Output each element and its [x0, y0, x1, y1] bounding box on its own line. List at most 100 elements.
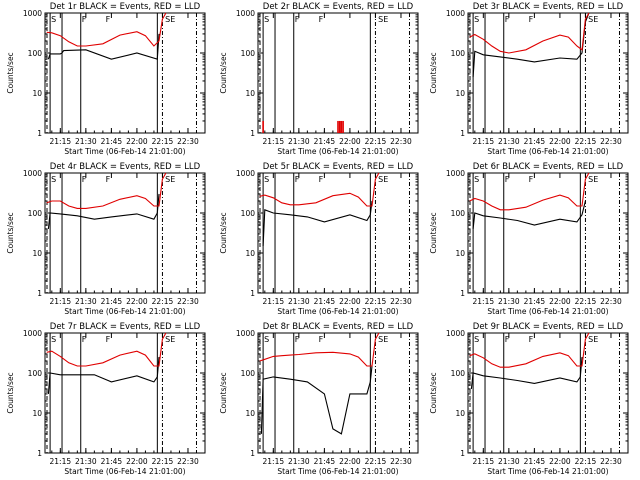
- y-tick-label: 10: [245, 409, 255, 418]
- x-tick-label: 21:45: [314, 457, 336, 466]
- x-tick-label: 22:15: [152, 297, 174, 306]
- y-tick-label: 1000: [446, 329, 465, 338]
- y-tick-label: 10: [245, 89, 255, 98]
- x-tick-label: 21:45: [314, 137, 336, 146]
- x-tick-label: 21:30: [288, 137, 310, 146]
- y-tick-label: 1: [460, 449, 465, 458]
- panel-det-3r: Det 3r BLACK = Events, RED = LLD 1 10 100 10…: [429, 2, 629, 156]
- x-tick-label: 21:15: [263, 137, 285, 146]
- x-tick-label: 21:15: [473, 297, 495, 306]
- lld-series-line: [46, 172, 167, 209]
- y-tick-label: 10: [32, 249, 42, 258]
- events-series-line: [260, 365, 373, 435]
- region-marker-s: S: [51, 335, 56, 344]
- events-series-line: [470, 357, 583, 389]
- region-marker-f: F: [505, 15, 510, 24]
- events-series-line: [47, 193, 160, 229]
- y-axis-label: Counts/sec: [6, 212, 15, 253]
- lld-series-line: [469, 172, 590, 211]
- lld-series-line: [469, 332, 590, 368]
- x-tick-label: 21:30: [498, 297, 520, 306]
- y-tick-label: 1000: [446, 169, 465, 178]
- y-axis-label: Counts/sec: [6, 52, 15, 93]
- x-tick-label: 22:00: [549, 297, 571, 306]
- lld-series-line: [259, 172, 380, 207]
- panel-det-5r: Det 5r BLACK = Events, RED = LLD 1 10 100 10…: [219, 162, 419, 316]
- lld-series-line: [46, 12, 167, 47]
- panel-title: Det 6r BLACK = Events, RED = LLD: [473, 162, 624, 172]
- panel-title: Det 3r BLACK = Events, RED = LLD: [473, 2, 624, 12]
- x-tick-label: 22:00: [339, 457, 361, 466]
- events-series-line: [472, 200, 586, 229]
- x-tick-label: 21:45: [101, 137, 123, 146]
- region-marker-f: F: [529, 175, 534, 184]
- panel-title: Det 7r BLACK = Events, RED = LLD: [50, 322, 201, 332]
- region-marker-f: F: [505, 175, 510, 184]
- x-axis-label: Start Time (06-Feb-14 21:01:00): [64, 467, 185, 476]
- events-series-line: [47, 357, 160, 394]
- x-tick-label: 21:45: [101, 457, 123, 466]
- region-marker-f: F: [529, 15, 534, 24]
- region-marker-f: F: [319, 175, 324, 184]
- y-tick-label: 100: [241, 369, 256, 378]
- x-tick-label: 21:45: [314, 297, 336, 306]
- x-tick-label: 22:30: [390, 457, 412, 466]
- x-tick-label: 22:30: [390, 297, 412, 306]
- plot-frame: [44, 172, 206, 294]
- y-tick-label: 100: [28, 369, 43, 378]
- x-tick-label: 21:15: [263, 297, 285, 306]
- y-tick-label: 10: [245, 249, 255, 258]
- plot-frame: [44, 12, 206, 134]
- events-series-line: [262, 200, 373, 247]
- y-axis-label: Counts/sec: [429, 372, 438, 413]
- panel-det-4r: Det 4r BLACK = Events, RED = LLD 1 10 100 10…: [6, 162, 206, 316]
- x-tick-label: 22:15: [365, 137, 387, 146]
- y-tick-label: 10: [32, 89, 42, 98]
- x-tick-label: 21:15: [50, 137, 72, 146]
- region-marker-s: S: [474, 175, 479, 184]
- region-marker-se: SE: [165, 335, 175, 344]
- y-tick-label: 1: [37, 449, 42, 458]
- y-tick-label: 10: [455, 249, 465, 258]
- x-tick-label: 21:15: [263, 457, 285, 466]
- x-tick-label: 21:30: [288, 297, 310, 306]
- region-marker-s: S: [264, 335, 269, 344]
- y-tick-label: 1: [37, 129, 42, 138]
- y-axis-label: Counts/sec: [219, 212, 228, 253]
- y-axis-label: Counts/sec: [6, 372, 15, 413]
- lld-series-line: [46, 332, 167, 367]
- x-tick-label: 22:30: [177, 457, 199, 466]
- y-tick-label: 1: [460, 129, 465, 138]
- x-tick-label: 22:00: [126, 137, 148, 146]
- x-tick-label: 21:45: [524, 457, 546, 466]
- x-tick-label: 21:45: [524, 297, 546, 306]
- panel-title: Det 8r BLACK = Events, RED = LLD: [263, 322, 414, 332]
- y-tick-label: 10: [455, 409, 465, 418]
- lld-series-line: [469, 12, 590, 54]
- region-marker-se: SE: [378, 335, 388, 344]
- region-marker-se: SE: [165, 15, 175, 24]
- plot-frame: [467, 12, 629, 134]
- y-tick-label: 100: [241, 209, 256, 218]
- panel-title: Det 4r BLACK = Events, RED = LLD: [50, 162, 201, 172]
- x-axis-label: Start Time (06-Feb-14 21:01:00): [487, 147, 608, 156]
- y-tick-label: 100: [28, 209, 43, 218]
- plot-frame: [257, 12, 419, 134]
- region-marker-se: SE: [588, 15, 598, 24]
- x-tick-label: 22:00: [339, 297, 361, 306]
- panel-title: Det 9r BLACK = Events, RED = LLD: [473, 322, 624, 332]
- region-marker-f: F: [106, 175, 111, 184]
- x-tick-label: 22:30: [390, 137, 412, 146]
- y-tick-label: 1: [250, 449, 255, 458]
- x-tick-label: 21:30: [75, 457, 97, 466]
- plot-frame: [257, 332, 419, 454]
- x-tick-label: 22:30: [600, 137, 622, 146]
- x-tick-label: 21:30: [75, 297, 97, 306]
- x-tick-label: 21:30: [75, 137, 97, 146]
- y-tick-label: 10: [455, 89, 465, 98]
- panel-title: Det 2r BLACK = Events, RED = LLD: [263, 2, 414, 12]
- region-marker-f: F: [82, 175, 87, 184]
- region-marker-f: F: [505, 335, 510, 344]
- region-marker-f: F: [106, 15, 111, 24]
- lld-bar: [340, 120, 343, 133]
